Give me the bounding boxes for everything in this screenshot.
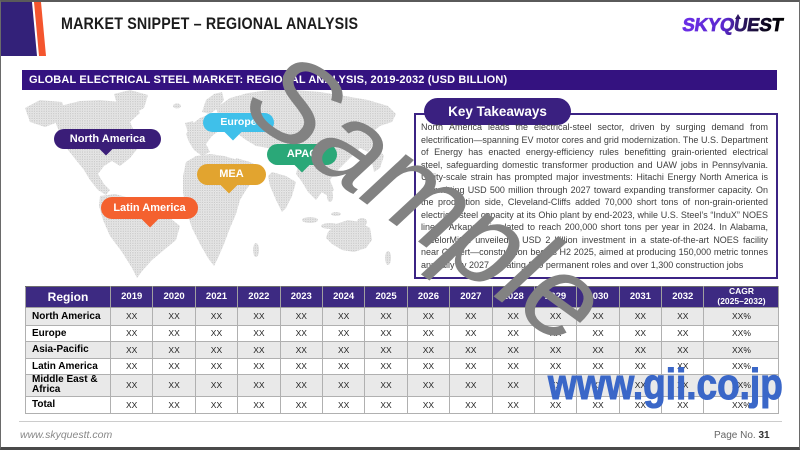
svg-text:SKYQUEST: SKYQUEST <box>681 14 785 35</box>
